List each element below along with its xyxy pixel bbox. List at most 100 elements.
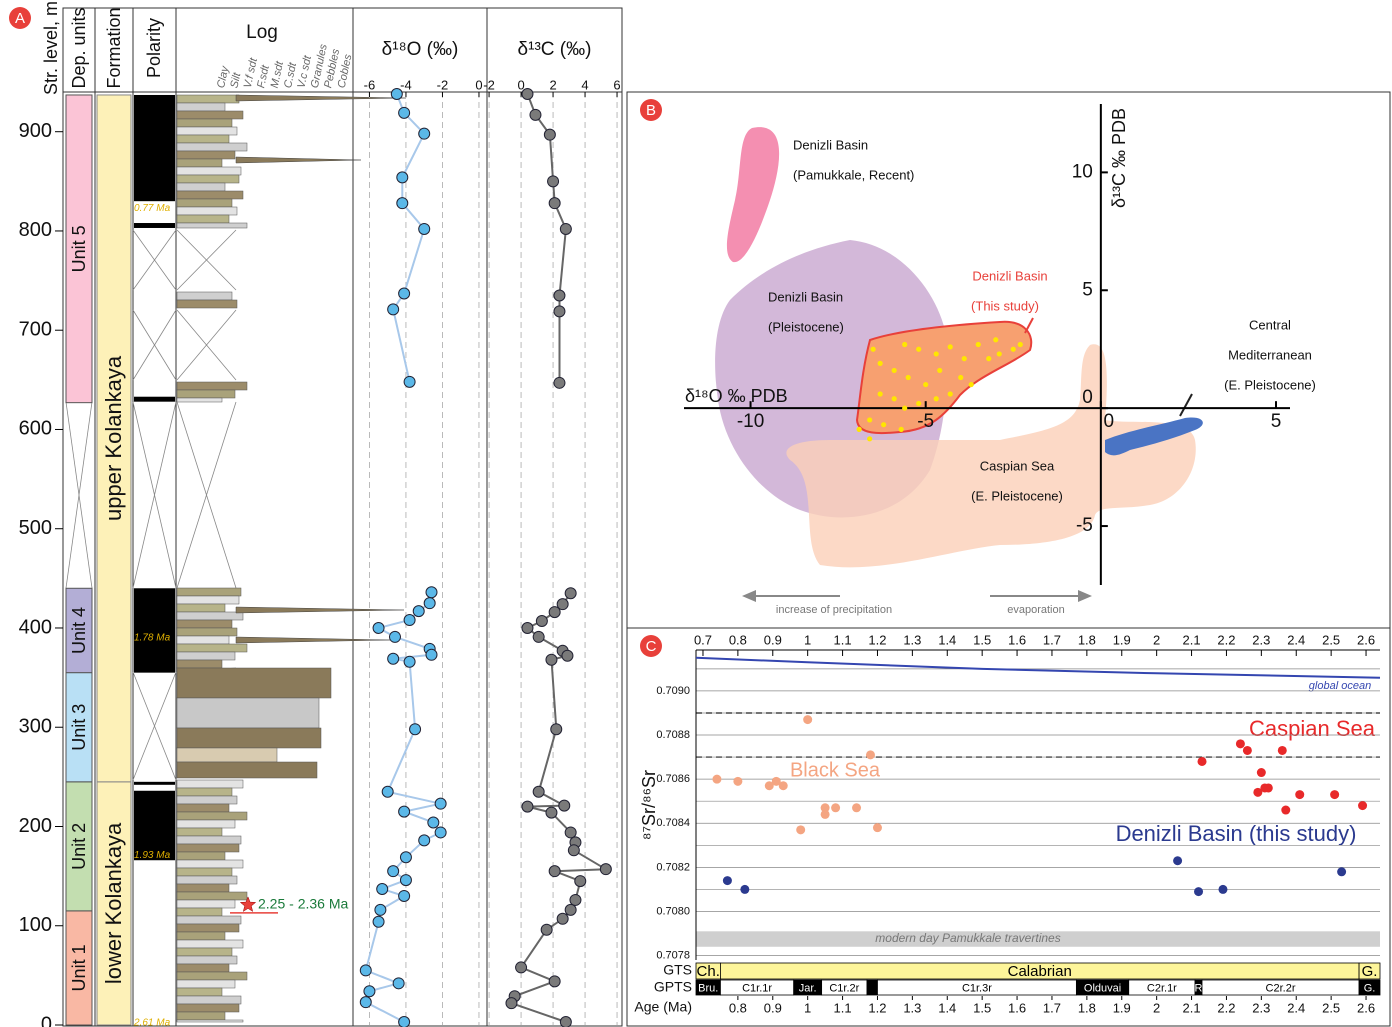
timescale-label: Olduvai: [1084, 982, 1121, 994]
data-point: [530, 109, 541, 120]
log-bed: [177, 1004, 239, 1012]
data-point: [522, 801, 533, 812]
log-bed: [177, 868, 232, 876]
region-label: (Pleistocene): [768, 319, 844, 334]
y-tick-label: 400: [19, 616, 52, 638]
log-bed: [177, 207, 237, 215]
log-bed: [177, 876, 237, 884]
data-point: [549, 866, 560, 877]
log-bed: [236, 607, 404, 613]
data-point: [388, 304, 399, 315]
data-point: [733, 777, 742, 786]
chron-label: 0.77 Ma: [134, 203, 171, 214]
data-point: [560, 223, 571, 234]
log-bed: [177, 964, 229, 972]
data-point: [399, 288, 410, 299]
unit-label: Unit 5: [69, 225, 89, 272]
data-point: [419, 223, 430, 234]
data-point: [934, 351, 939, 356]
page: {"chart_data": [ {"type": "strat-log", "…: [0, 0, 1392, 1027]
data-point: [867, 436, 872, 441]
log-bed: [177, 199, 232, 207]
chron-label: 1.78 Ma: [134, 633, 171, 644]
region-label: Denizli Basin: [793, 137, 868, 152]
log-bed: [177, 820, 235, 828]
data-point: [435, 827, 446, 838]
log-bed: [177, 300, 237, 308]
column-title: Log: [246, 22, 278, 43]
band-label: modern day Pamukkale travertines: [875, 931, 1060, 945]
data-point: [993, 337, 998, 342]
x-tick-label: 1.8: [1078, 632, 1096, 647]
y-axis-title: δ¹³C ‰ PDB: [1109, 108, 1129, 208]
log-bed: [177, 135, 229, 143]
log-bed: [177, 980, 235, 988]
data-point: [803, 715, 812, 724]
y-tick-label: 0: [1082, 387, 1093, 408]
data-point: [410, 724, 421, 735]
data-point: [516, 962, 527, 973]
region-label: Central: [1249, 317, 1291, 332]
log-bed: [177, 95, 239, 103]
data-point: [533, 786, 544, 797]
log-bed: [177, 119, 232, 127]
data-point: [373, 916, 384, 927]
region: [727, 127, 779, 262]
log-bed: [177, 215, 229, 223]
log-bed: [177, 988, 222, 996]
log-bed: [177, 175, 239, 183]
data-point: [916, 347, 921, 352]
data-point: [554, 306, 565, 317]
region-label: (E. Pleistocene): [1224, 377, 1316, 392]
x-axis-title: δ¹⁸O ‰ PDB: [685, 386, 788, 406]
data-point: [1281, 806, 1290, 815]
data-point: [821, 810, 830, 819]
series-label: Denizli Basin (this study): [1116, 821, 1357, 846]
timescale-label: G.: [1364, 982, 1376, 994]
log-bed: [177, 668, 331, 698]
x-tick-label: -4: [400, 77, 412, 92]
data-point: [404, 656, 415, 667]
log-bed: [177, 628, 237, 636]
log-bed: [177, 940, 243, 948]
log-bed: [177, 698, 319, 728]
panel-letter: C: [646, 638, 657, 655]
x-tick-label: 1.3: [903, 1000, 921, 1015]
data-point: [1198, 757, 1207, 766]
data-point: [867, 417, 872, 422]
data-point: [937, 368, 942, 373]
x-tick-label: 0.7: [694, 632, 712, 647]
data-point: [426, 587, 437, 598]
x-tick-label: -10: [737, 411, 764, 432]
data-point: [1243, 746, 1252, 755]
data-point: [1011, 347, 1016, 352]
log-bed: [177, 143, 247, 151]
log-bed: [177, 127, 237, 135]
x-tick-label: -6: [364, 77, 376, 92]
series-title: δ¹⁸O (‰): [382, 39, 459, 60]
chron-label: 2.61 Ma: [133, 1018, 171, 1027]
annotation: increase of precipitation: [776, 604, 892, 616]
log-bed: [177, 111, 243, 119]
panel-letter: A: [15, 10, 25, 27]
y-tick-label: 0.7086: [656, 773, 690, 785]
region: [857, 322, 1031, 433]
log-bed: [177, 780, 243, 788]
x-tick-label: 1.7: [1043, 1000, 1061, 1015]
data-point: [1173, 856, 1182, 865]
timescale-label: R: [1195, 982, 1203, 994]
log-bed: [177, 924, 239, 932]
x-tick-label: -2: [483, 77, 495, 92]
x-tick-label: 1.1: [834, 632, 852, 647]
data-point: [871, 347, 876, 352]
log-bed: [177, 103, 225, 111]
log-bed: [177, 996, 241, 1004]
data-point: [533, 631, 544, 642]
y-tick-label: 10: [1072, 161, 1093, 182]
x-tick-label: 6: [613, 77, 620, 92]
annotation: 2.25 - 2.36 Ma: [258, 896, 348, 912]
x-tick-label: 2.4: [1287, 1000, 1305, 1015]
y-tick-label: 0.7088: [656, 729, 690, 741]
data-point: [419, 128, 430, 139]
data-point: [986, 356, 991, 361]
